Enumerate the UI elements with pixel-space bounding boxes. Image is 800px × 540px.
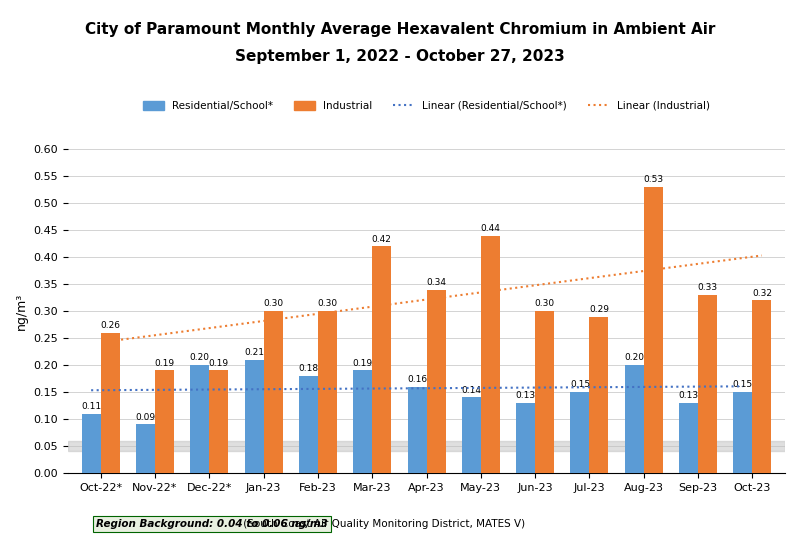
Text: 0.13: 0.13 xyxy=(678,391,698,400)
Text: 0.11: 0.11 xyxy=(81,402,101,411)
Bar xyxy=(82,414,101,473)
Bar xyxy=(318,311,337,473)
Bar xyxy=(679,403,698,473)
Text: (South Coast Air Quality Monitoring District, MATES V): (South Coast Air Quality Monitoring Dist… xyxy=(97,519,525,529)
Y-axis label: ng/m³: ng/m³ xyxy=(15,293,28,330)
Bar xyxy=(570,392,590,473)
Bar xyxy=(407,387,426,473)
Text: 0.20: 0.20 xyxy=(190,353,210,362)
Bar xyxy=(155,370,174,473)
Bar xyxy=(299,376,318,473)
Bar xyxy=(190,365,210,473)
Text: 0.14: 0.14 xyxy=(462,386,482,395)
Bar xyxy=(481,235,500,473)
Text: City of Paramount Monthly Average Hexavalent Chromium in Ambient Air: City of Paramount Monthly Average Hexava… xyxy=(85,22,715,37)
Bar xyxy=(245,360,263,473)
Text: 0.32: 0.32 xyxy=(752,289,772,298)
Text: 0.29: 0.29 xyxy=(589,305,609,314)
Text: September 1, 2022 - October 27, 2023: September 1, 2022 - October 27, 2023 xyxy=(235,49,565,64)
Bar xyxy=(644,187,662,473)
Bar xyxy=(734,392,753,473)
Text: 0.26: 0.26 xyxy=(100,321,120,330)
Bar xyxy=(101,333,120,473)
Text: 0.13: 0.13 xyxy=(515,391,536,400)
Bar xyxy=(263,311,282,473)
Legend: Residential/School*, Industrial, Linear (Residential/School*), Linear (Industria: Residential/School*, Industrial, Linear … xyxy=(138,97,714,115)
Text: 0.42: 0.42 xyxy=(372,235,392,244)
Text: 0.19: 0.19 xyxy=(154,359,174,368)
Text: 0.19: 0.19 xyxy=(209,359,229,368)
Text: 0.15: 0.15 xyxy=(570,380,590,389)
Text: 0.16: 0.16 xyxy=(407,375,427,384)
Text: 0.33: 0.33 xyxy=(698,284,718,292)
Bar xyxy=(426,289,446,473)
Text: Region Background: 0.04 to 0.06 ng/m3: Region Background: 0.04 to 0.06 ng/m3 xyxy=(96,519,328,529)
Text: 0.34: 0.34 xyxy=(426,278,446,287)
Bar xyxy=(353,370,372,473)
Bar xyxy=(590,316,609,473)
Bar xyxy=(535,311,554,473)
Text: 0.15: 0.15 xyxy=(733,380,753,389)
Bar xyxy=(698,295,717,473)
Text: 0.19: 0.19 xyxy=(353,359,373,368)
Text: 0.44: 0.44 xyxy=(480,224,500,233)
Bar xyxy=(136,424,155,473)
Text: 0.53: 0.53 xyxy=(643,176,663,185)
Bar xyxy=(68,441,785,451)
Text: 0.30: 0.30 xyxy=(263,300,283,308)
Text: 0.30: 0.30 xyxy=(534,300,554,308)
Bar xyxy=(462,397,481,473)
Bar xyxy=(625,365,644,473)
Text: 0.20: 0.20 xyxy=(624,353,644,362)
Text: 0.21: 0.21 xyxy=(244,348,264,357)
Text: 0.30: 0.30 xyxy=(318,300,338,308)
Text: 0.18: 0.18 xyxy=(298,364,318,373)
Bar xyxy=(210,370,228,473)
Text: 0.09: 0.09 xyxy=(135,413,155,422)
Bar xyxy=(753,300,771,473)
Bar xyxy=(372,246,391,473)
Bar xyxy=(516,403,535,473)
